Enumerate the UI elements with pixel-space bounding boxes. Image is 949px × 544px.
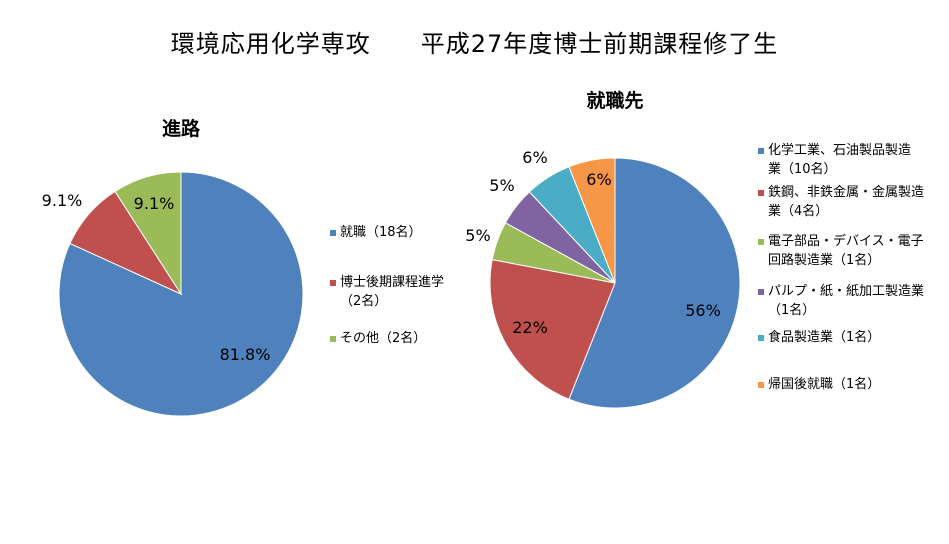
legend-swatch (758, 335, 764, 341)
legend-entry: 就職（18名） (340, 224, 422, 240)
legend-swatch (758, 289, 764, 295)
legend-swatch (330, 336, 336, 342)
legend-entry: その他（2名） (340, 330, 426, 346)
chart-title: 進路 (162, 117, 201, 140)
legend-entry: 化学工業、石油製品製造業（10名） (768, 142, 911, 177)
data-label: 81.8% (220, 345, 271, 364)
data-label: 5% (489, 176, 514, 195)
legend-swatch (330, 280, 336, 286)
legend-swatch (758, 190, 764, 196)
data-label: 9.1% (134, 194, 175, 213)
data-label: 5% (465, 226, 490, 245)
pie-slice (568, 157, 616, 284)
pie-slice (568, 157, 741, 409)
legend-entry: パルプ・紙・紙加工製造業（1名） (768, 283, 924, 318)
legend-swatch (758, 148, 764, 154)
data-label: 22% (512, 318, 548, 337)
pie-chart-2: 就職先 56% 22% 5% 5% 6% 6% 化学工業、石油製品製造業（10名） 鉄鋼、非鉄金… (465, 89, 924, 409)
legend-entry: 鉄鋼、非鉄金属・金属製造業（4名） (768, 184, 924, 219)
legend-swatch (758, 239, 764, 245)
data-label: 6% (522, 148, 547, 167)
page-title: 環境応用化学専攻 平成27年度博士前期課程修了生 (170, 30, 779, 58)
data-label: 56% (685, 301, 721, 320)
legend-entry: 帰国後就職（1名） (768, 376, 880, 392)
legend-entry: 電子部品・デバイス・電子回路製造業（1名） (768, 233, 924, 268)
chart-title: 就職先 (586, 89, 643, 112)
legend-entry: 食品製造業（1名） (768, 329, 880, 345)
legend-swatch (330, 230, 336, 236)
pie-slice (114, 171, 182, 296)
data-label: 9.1% (42, 191, 83, 210)
legend-swatch (758, 382, 764, 388)
legend-entry: 博士後期課程進学（2名） (340, 274, 444, 309)
pie-chart-1: 進路 81.8% 9.1% 9.1% 就職（18名） 博士後期課程進学（2名） その他（2名… (42, 117, 444, 417)
pie-slice (489, 258, 616, 400)
data-label: 6% (586, 170, 611, 189)
